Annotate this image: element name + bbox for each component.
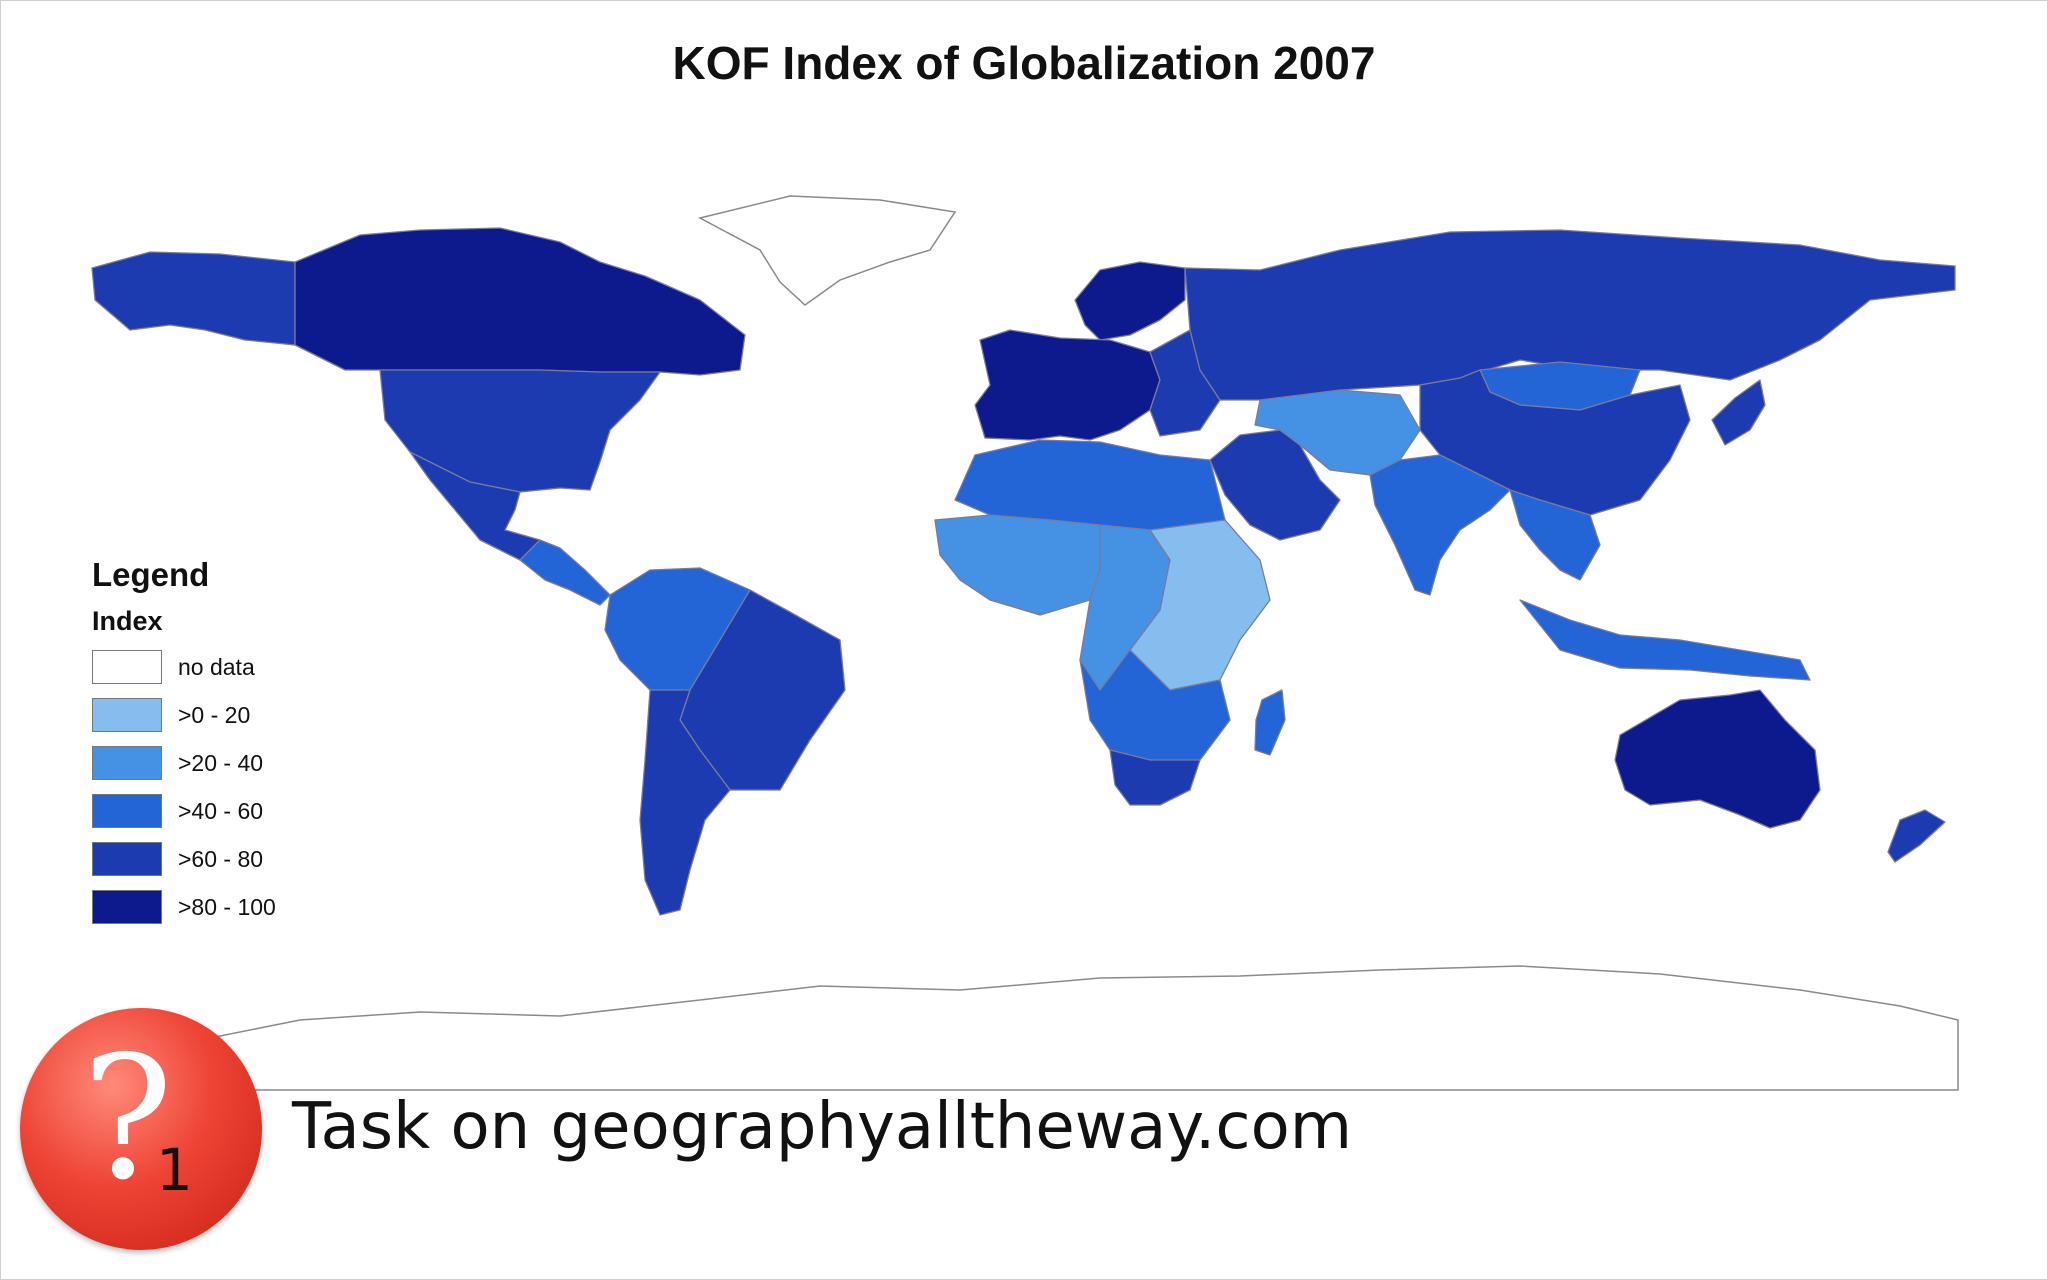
region-india — [1369, 454, 1511, 596]
legend-subtitle: Index — [92, 606, 163, 636]
region-antarctica — [199, 965, 1959, 1091]
legend-label: >40 - 60 — [178, 797, 264, 824]
region-new-zealand — [1887, 809, 1946, 863]
legend-label: >80 - 100 — [178, 893, 276, 920]
legend-row-no-data: no data — [92, 649, 332, 685]
legend-swatch — [92, 698, 162, 732]
legend-title: Legend — [92, 556, 210, 593]
legend-row-60-80: >60 - 80 — [92, 841, 332, 877]
map-legend: Legend Index no data >0 - 20 >20 - 40 >4… — [92, 556, 332, 925]
legend-label: >60 - 80 — [178, 845, 264, 872]
region-south-africa — [1109, 749, 1201, 806]
region-scandinavia — [1074, 261, 1186, 341]
region-usa — [379, 369, 661, 493]
legend-swatch — [92, 794, 162, 828]
legend-swatch — [92, 650, 162, 684]
region-canada — [294, 227, 746, 376]
map-title: KOF Index of Globalization 2007 — [672, 37, 1376, 89]
region-madagascar — [1254, 689, 1286, 756]
legend-swatch — [92, 842, 162, 876]
region-australia — [1614, 689, 1821, 829]
region-southern-africa — [1079, 649, 1231, 761]
region-southeast-asia — [1509, 489, 1601, 581]
legend-swatch — [92, 890, 162, 924]
task-caption: Task on geographyalltheway.com — [292, 1090, 1353, 1164]
question-mark-icon: ? — [82, 1020, 174, 1218]
region-middle-east — [1209, 429, 1341, 541]
legend-row-0-20: >0 - 20 — [92, 697, 332, 733]
legend-row-40-60: >40 - 60 — [92, 793, 332, 829]
legend-swatch — [92, 746, 162, 780]
legend-label: >0 - 20 — [178, 701, 251, 728]
region-alaska — [91, 251, 296, 346]
legend-label: >20 - 40 — [178, 749, 264, 776]
region-western-europe — [974, 329, 1161, 441]
region-japan — [1711, 379, 1766, 446]
region-southern-cone — [639, 689, 731, 916]
task-number: 1 — [156, 1136, 193, 1204]
legend-row-80-100: >80 - 100 — [92, 889, 332, 925]
question-badge-icon[interactable]: ? 1 — [20, 1008, 262, 1250]
legend-row-20-40: >20 - 40 — [92, 745, 332, 781]
region-greenland — [697, 195, 957, 306]
land-regions — [91, 227, 1956, 916]
region-central-america — [519, 539, 611, 606]
legend-label: no data — [178, 653, 255, 680]
region-indonesia — [1519, 599, 1811, 681]
region-west-africa — [934, 514, 1101, 616]
